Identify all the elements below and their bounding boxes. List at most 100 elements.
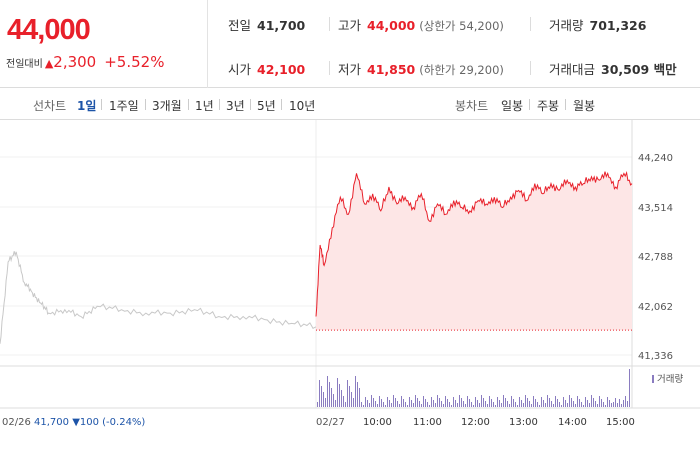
volume-bar	[597, 404, 598, 407]
volume-bar	[499, 400, 500, 407]
volume-bar	[357, 382, 358, 407]
tab-5year[interactable]: 5년	[257, 99, 276, 113]
volume-bar	[335, 400, 336, 407]
volume-bar	[345, 402, 346, 407]
volume-bar	[525, 395, 526, 407]
tab-1week[interactable]: 1주일	[109, 99, 139, 113]
y-tick-label: 43,514	[638, 203, 673, 214]
stock-summary-header: 44,000 전일대비 ▲2,300 +5.52% 전일 41,700 고가 44,00…	[0, 0, 700, 88]
volume-bar	[561, 405, 562, 407]
volume-bar	[553, 404, 554, 407]
upper-limit: (상한가 54,200)	[419, 19, 504, 33]
volume-bar	[355, 376, 356, 407]
tab-monthly-candle[interactable]: 월봉	[573, 99, 596, 113]
low-value: 41,850	[367, 62, 416, 77]
tab-10year[interactable]: 10년	[289, 99, 316, 113]
volume-bar	[331, 388, 332, 407]
chart-marks	[0, 171, 633, 407]
high-value: 44,000	[367, 18, 416, 33]
volume-bar	[385, 405, 386, 407]
volume-bar	[471, 402, 472, 407]
volume-bar	[503, 395, 504, 407]
volume-bar	[545, 403, 546, 407]
volume-bar	[599, 396, 600, 407]
volume-bar	[511, 396, 512, 407]
tab-daily-candle[interactable]: 일봉	[501, 99, 524, 113]
prev-day-price-line	[0, 251, 317, 344]
volume-bar	[429, 405, 430, 407]
volume-legend-label: 거래량	[657, 373, 683, 385]
low-label: 저가	[338, 62, 362, 77]
volume-bar	[369, 403, 370, 407]
change-label: 전일대비	[6, 59, 43, 70]
tab-3month[interactable]: 3개월	[152, 99, 182, 113]
volume-bar	[325, 398, 326, 407]
volume-bar	[583, 405, 584, 407]
volume-bar	[593, 398, 594, 407]
volume-bar	[387, 397, 388, 407]
volume-bar	[619, 399, 620, 407]
high-label: 고가	[338, 18, 362, 33]
x-tick-label: 13:00	[509, 417, 538, 428]
volume-bar	[539, 405, 540, 407]
volume-bar	[457, 403, 458, 407]
volume-bar	[333, 394, 334, 407]
intraday-chart: 44,240 43,514 42,788 42,062 41,336 거래량 0…	[0, 120, 700, 450]
volume-bar	[501, 403, 502, 407]
divider	[219, 99, 220, 110]
volume-bar	[389, 400, 390, 407]
volume-bar	[611, 403, 612, 407]
volume-bar	[361, 402, 362, 407]
volume-bar	[621, 404, 622, 407]
open-label: 시가	[228, 62, 252, 77]
y-tick-label: 44,240	[638, 153, 673, 164]
tab-weekly-candle[interactable]: 주봉	[537, 99, 560, 113]
divider	[329, 17, 330, 31]
volume-bar	[629, 369, 630, 407]
volume-cell: 거래량 701,326	[549, 15, 646, 35]
divider	[250, 99, 251, 110]
volume-bar	[453, 397, 454, 407]
volume-bar	[401, 396, 402, 407]
y-tick-label: 42,062	[638, 302, 673, 313]
volume-bar	[459, 395, 460, 407]
volume-bar	[461, 398, 462, 407]
volume-bar	[571, 398, 572, 407]
volume-bar	[577, 396, 578, 407]
volume-bar	[383, 402, 384, 407]
price-chart-svg: 44,240 43,514 42,788 42,062 41,336 거래량 0…	[0, 120, 700, 428]
x-tick-label: 11:00	[413, 417, 442, 428]
volume-bar	[465, 404, 466, 407]
volume-bar	[609, 400, 610, 407]
volume-bar	[377, 404, 378, 407]
volume-bar	[319, 380, 320, 407]
volume-bar	[579, 399, 580, 407]
volume-bar	[473, 405, 474, 407]
tab-3year[interactable]: 3년	[226, 99, 245, 113]
volume-bar	[353, 398, 354, 407]
volume-bar	[425, 399, 426, 407]
prev-day-change: ▼100	[72, 417, 99, 428]
volume-bar	[605, 405, 606, 407]
amount-label: 거래대금	[549, 62, 596, 77]
volume-bar	[411, 400, 412, 407]
volume-bar	[625, 396, 626, 407]
open-value: 42,100	[257, 62, 306, 77]
volume-bar	[493, 402, 494, 407]
volume-bar	[575, 404, 576, 407]
volume-bar	[607, 397, 608, 407]
tab-1day[interactable]: 1일	[77, 99, 97, 113]
volume-bar	[399, 404, 400, 407]
volume-bar	[397, 401, 398, 407]
chart-tab-bar: 선차트 1일 1주일 3개월 1년 3년 5년 10년 봉차트 일봉 주봉 월봉	[0, 88, 700, 120]
volume-bar	[375, 401, 376, 407]
volume-bar	[585, 397, 586, 407]
tab-1year[interactable]: 1년	[195, 99, 214, 113]
price-area-fill	[316, 171, 632, 331]
y-tick-label: 42,788	[638, 252, 673, 263]
divider	[101, 99, 102, 110]
volume-bar	[591, 395, 592, 407]
x-tick-label: 12:00	[461, 417, 490, 428]
volume-bar	[475, 397, 476, 407]
volume-bar	[519, 397, 520, 407]
